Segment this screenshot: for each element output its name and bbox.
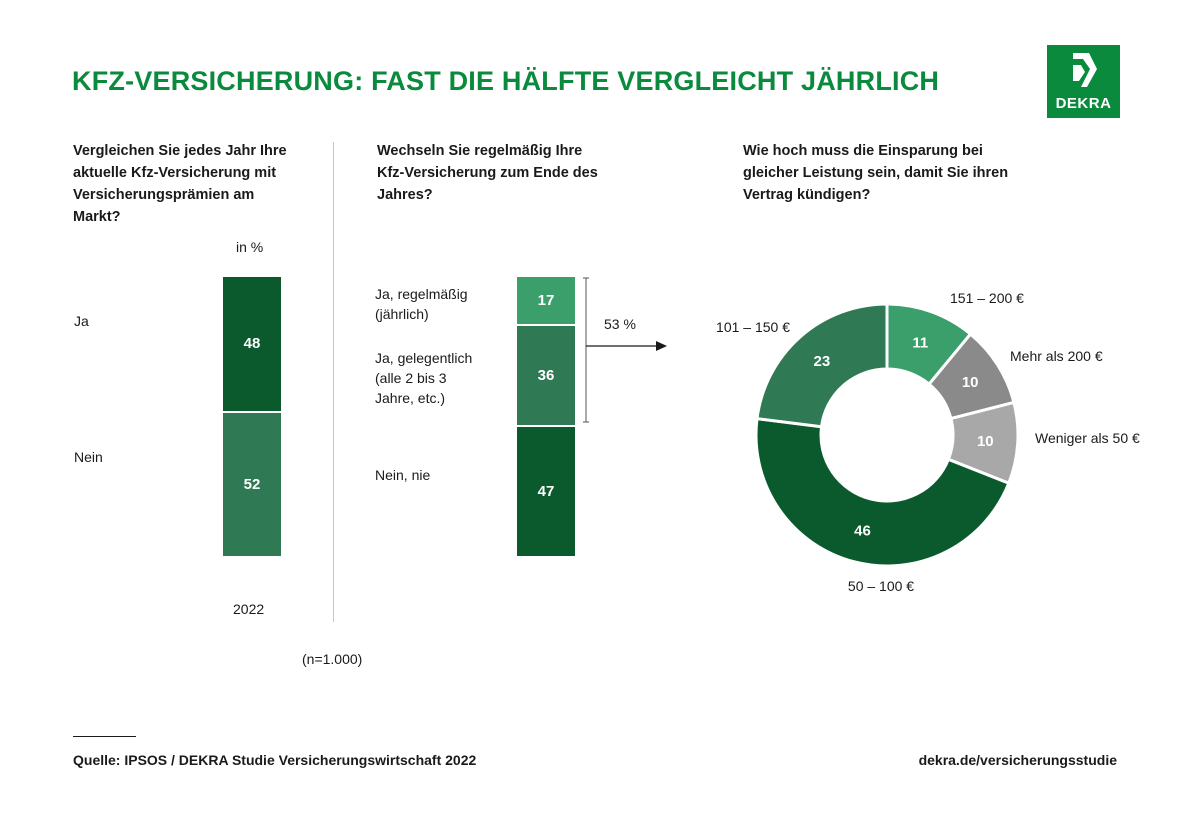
logo-text: DEKRA — [1055, 95, 1112, 112]
donut-category-label-0: 151 – 200 € — [950, 290, 1024, 306]
donut-slice-4 — [755, 302, 889, 429]
source-note: Quelle: IPSOS / DEKRA Studie Versicherun… — [73, 752, 477, 768]
dekra-logo: DEKRA — [1047, 45, 1120, 118]
chart1-question: Vergleichen Sie jedes Jahr Ihre aktuelle… — [73, 143, 287, 225]
chart2-segment-2: 47 — [517, 424, 575, 556]
donut-slice-3 — [754, 416, 1011, 568]
chart1-value-label-0: 48 — [243, 335, 261, 353]
chart1-stacked-bar: 48 52 — [223, 277, 281, 556]
chart3-question: Wie hoch muss die Einsparung bei gleiche… — [743, 143, 1009, 203]
donut-value-label-4: 23 — [814, 353, 831, 370]
chart2-legend-nie: Nein, nie — [375, 467, 431, 483]
donut-category-label-2: Weniger als 50 € — [1035, 430, 1140, 446]
chart2-segment-1: 36 — [517, 324, 575, 425]
chart1-unit-label: in % — [236, 239, 264, 255]
chart1-legend-ja: Ja — [74, 313, 89, 329]
chart1-segment-0: 48 — [223, 277, 281, 411]
chart1-legend-nein: Nein — [74, 449, 103, 465]
donut-value-label-1: 10 — [962, 374, 979, 391]
chart2-bracket-label: 53 % — [604, 316, 636, 332]
chart2-legend-regelmaessig: Ja, regelmäßig (jährlich) — [375, 286, 468, 322]
chart2-value-label-1: 36 — [537, 367, 555, 385]
donut-category-label-3: 50 – 100 € — [848, 578, 914, 594]
donut-category-label-1: Mehr als 200 € — [1010, 348, 1103, 364]
sample-size-note: (n=1.000) — [302, 651, 363, 667]
chart2-legend-gelegentlich: Ja, gelegentlich (alle 2 bis 3 Jahre, et… — [375, 350, 473, 406]
donut-value-label-2: 10 — [977, 433, 994, 450]
donut-category-label-4: 101 – 150 € — [716, 319, 790, 335]
chart2-value-label-0: 17 — [537, 292, 555, 310]
divider — [333, 142, 334, 622]
chart2-segment-0: 17 — [517, 277, 575, 325]
chart3-donut: 11 151 – 200 € 10 Mehr als 200 € 10 Weniger a… — [716, 290, 1140, 594]
chart1-segment-1: 52 — [223, 410, 281, 556]
chart2-bracket — [583, 277, 667, 423]
footer-link[interactable]: dekra.de/versicherungsstudie — [918, 752, 1117, 768]
logo-mark-icon — [1073, 53, 1097, 87]
donut-value-label-0: 11 — [912, 334, 928, 351]
chart1-category-label: 2022 — [233, 601, 265, 617]
chart2-question: Wechseln Sie regelmäßig Ihre Kfz-Versich… — [377, 143, 598, 203]
chart1-value-label-1: 52 — [243, 475, 261, 493]
page-title: KFZ-VERSICHERUNG: FAST DIE HÄLFTE VERGLE… — [72, 66, 940, 96]
donut-value-label-3: 46 — [854, 522, 871, 539]
footer-rule — [73, 736, 136, 737]
chart2-stacked-bar: 17 36 47 — [517, 277, 575, 556]
chart2-value-label-2: 47 — [537, 482, 555, 500]
